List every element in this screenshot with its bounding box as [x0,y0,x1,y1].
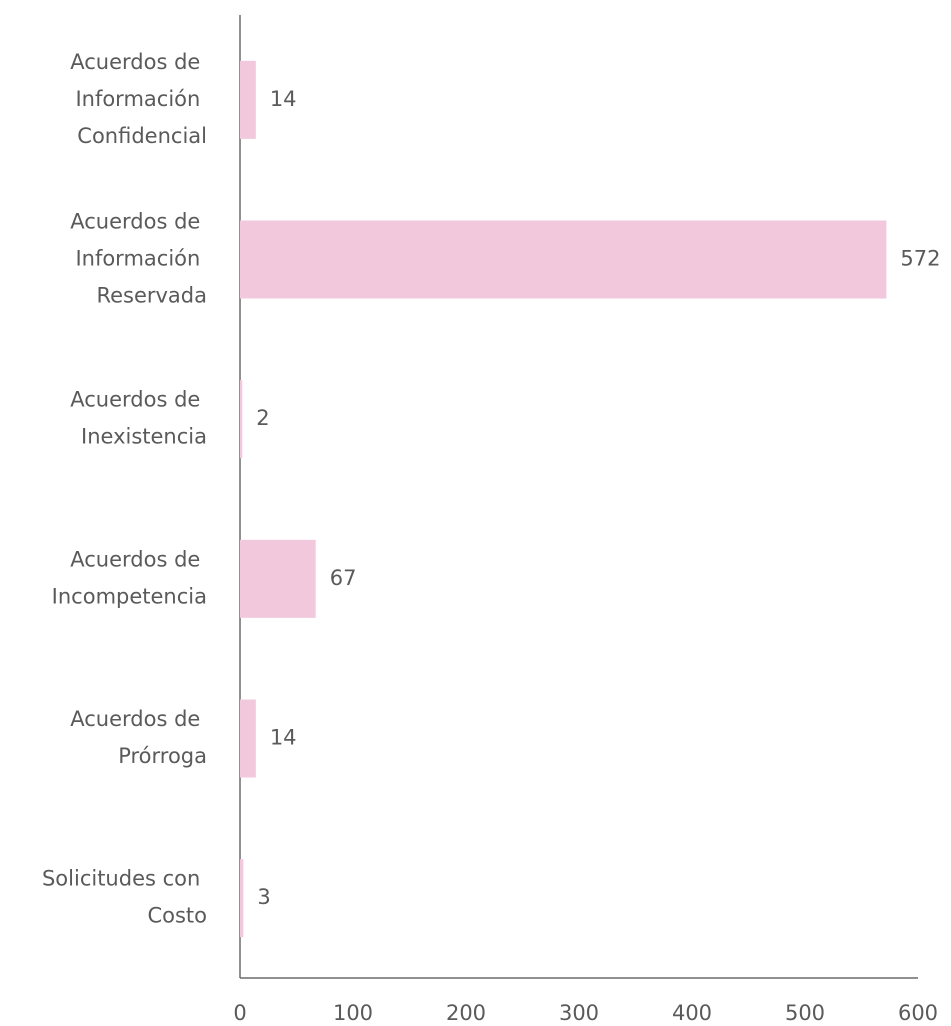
x-tick-label: 400 [672,1001,712,1025]
bar [240,220,887,299]
bar [240,380,243,459]
y-tick-label: Acuerdos de Información Reservada [70,210,207,308]
x-tick-label: 500 [785,1001,825,1025]
y-tick-label: Solicitudes con Costo [42,867,207,928]
y-tick-label: Acuerdos de Información Confidencial [70,50,207,148]
y-tick-label: Acuerdos de Prórroga [70,707,207,768]
value-label: 14 [270,726,297,750]
y-tick-label: Acuerdos de Incompetencia [52,547,207,608]
value-label: 67 [330,566,357,590]
x-tick-label: 100 [333,1001,373,1025]
x-tick-label: 300 [559,1001,599,1025]
value-label: 14 [270,87,297,111]
x-tick-label: 0 [233,1001,246,1025]
x-tick-label: 200 [446,1001,486,1025]
bar [240,699,256,778]
x-tick-label: 600 [898,1001,938,1025]
bar [240,859,244,938]
value-label: 572 [900,247,940,271]
value-label: 3 [257,885,270,909]
bar [240,539,316,618]
y-tick-label: Acuerdos de Inexistencia [70,388,207,449]
bar [240,60,256,139]
value-label: 2 [256,406,269,430]
